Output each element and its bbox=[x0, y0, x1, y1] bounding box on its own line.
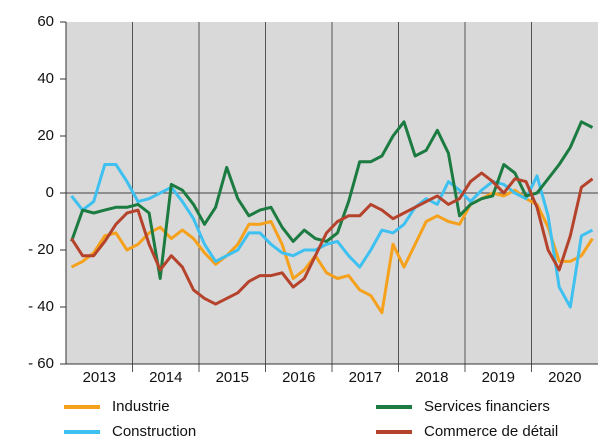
y-tick-label: 40 bbox=[37, 70, 54, 87]
legend-label: Commerce de détail bbox=[424, 423, 558, 439]
legend-label: Construction bbox=[112, 423, 196, 439]
y-tick-label: 20 bbox=[37, 127, 54, 144]
x-tick-label: 2014 bbox=[149, 369, 182, 386]
series-line bbox=[70, 163, 594, 309]
x-tick-label: 2013 bbox=[83, 369, 116, 386]
x-tick-label: 2016 bbox=[282, 369, 315, 386]
legend-label: Services financiers bbox=[424, 398, 550, 415]
y-tick-label: 0 bbox=[46, 184, 54, 201]
y-tick-label: 60 bbox=[37, 13, 54, 30]
x-tick-label: 2015 bbox=[216, 369, 249, 386]
x-tick-label: 2019 bbox=[482, 369, 515, 386]
x-tick-label: 2017 bbox=[349, 369, 382, 386]
x-tick-label: 2020 bbox=[548, 369, 581, 386]
series-line bbox=[70, 171, 594, 306]
y-tick-label: - 20 bbox=[28, 241, 54, 258]
x-tick-label: 2018 bbox=[415, 369, 448, 386]
series-line bbox=[70, 188, 594, 315]
y-tick-label: - 40 bbox=[28, 298, 54, 315]
legend-label: Industrie bbox=[112, 398, 170, 415]
y-tick-label: - 60 bbox=[28, 355, 54, 372]
